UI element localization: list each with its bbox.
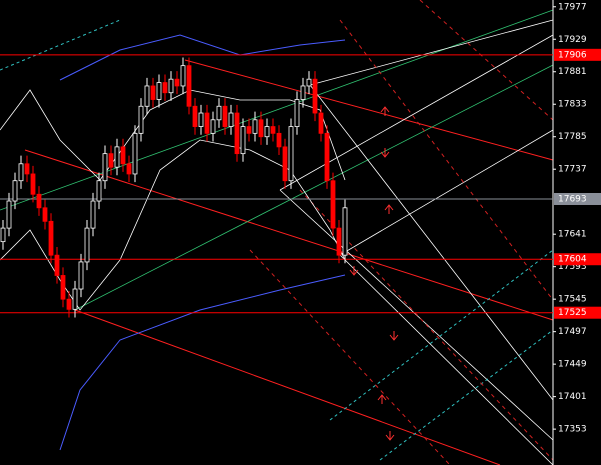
candle-body — [168, 78, 174, 94]
candle-body — [216, 105, 222, 121]
y-tick-label: 17785 — [558, 132, 587, 142]
candle-body — [174, 78, 180, 87]
candle-body — [342, 207, 348, 256]
level-label: 17693 — [558, 194, 587, 204]
candle-body — [180, 65, 186, 87]
candle-body — [282, 146, 288, 182]
y-tick-label: 17593 — [558, 262, 587, 272]
candle-body — [210, 119, 216, 134]
candle-body — [198, 112, 204, 127]
candle-body — [252, 119, 258, 134]
candle-body — [318, 112, 324, 134]
candle-body — [30, 173, 36, 195]
candle-body — [162, 82, 168, 94]
level-label-box — [554, 192, 601, 205]
candle-body — [66, 298, 72, 310]
candle-body — [54, 254, 60, 276]
candle-body — [156, 82, 162, 100]
candle-body — [48, 220, 54, 256]
y-tick-label: 17449 — [558, 360, 587, 370]
candle-body — [300, 85, 306, 100]
candle-body — [240, 126, 246, 155]
candle-body — [330, 180, 336, 229]
candle-body — [312, 78, 318, 114]
candle-body — [264, 126, 270, 138]
candle-body — [24, 163, 30, 175]
y-tick-label: 17833 — [558, 100, 587, 110]
candle-body — [150, 85, 156, 100]
candle-body — [186, 65, 192, 107]
candle-body — [294, 99, 300, 127]
candle-body — [18, 163, 24, 182]
level-label-box — [554, 48, 601, 61]
y-tick-label: 17545 — [558, 295, 587, 305]
candle-body — [90, 200, 96, 229]
candle-body — [246, 126, 252, 134]
level-label: 17525 — [558, 308, 587, 318]
level-label: 17906 — [558, 50, 587, 60]
level-label-box — [554, 306, 601, 319]
y-tick-label: 17353 — [558, 425, 587, 435]
y-tick-label: 17929 — [558, 35, 587, 45]
candle-body — [120, 146, 126, 165]
candle-body — [276, 132, 282, 148]
candle-body — [114, 146, 120, 168]
candle-body — [60, 275, 66, 300]
candle-body — [102, 153, 108, 182]
candle-body — [0, 227, 6, 243]
candle-body — [42, 207, 48, 222]
y-tick-label: 17497 — [558, 327, 587, 337]
y-tick-label: 17401 — [558, 392, 587, 402]
candle-body — [72, 288, 78, 310]
candle-body — [204, 112, 210, 134]
candle-body — [192, 105, 198, 127]
candle-body — [132, 132, 138, 175]
arrows — [349, 106, 399, 441]
level-label-box — [554, 253, 601, 266]
candle-body — [270, 126, 276, 134]
candle-body — [144, 85, 150, 107]
candle-body — [336, 227, 342, 256]
y-tick-label: 17641 — [558, 230, 587, 240]
candle-body — [222, 105, 228, 127]
candle-body — [324, 132, 330, 182]
candle-body — [108, 153, 114, 168]
level-label: 17604 — [558, 255, 587, 265]
candle-body — [84, 227, 90, 263]
candle-body — [306, 78, 312, 87]
candle-body — [288, 126, 294, 182]
y-tick-label: 17737 — [558, 165, 587, 175]
y-tick-label: 17977 — [558, 2, 587, 12]
candle-body — [36, 193, 42, 209]
candle-body — [78, 261, 84, 290]
candle-body — [6, 200, 12, 229]
analysis-lines — [0, 0, 554, 465]
candle-body — [96, 180, 102, 202]
candle-body — [12, 180, 18, 202]
candle-body — [126, 163, 132, 175]
y-tick-label: 17881 — [558, 67, 587, 77]
candle-body — [228, 112, 234, 127]
candle-body — [138, 105, 144, 134]
candle-body — [234, 112, 240, 155]
candle-body — [258, 119, 264, 138]
